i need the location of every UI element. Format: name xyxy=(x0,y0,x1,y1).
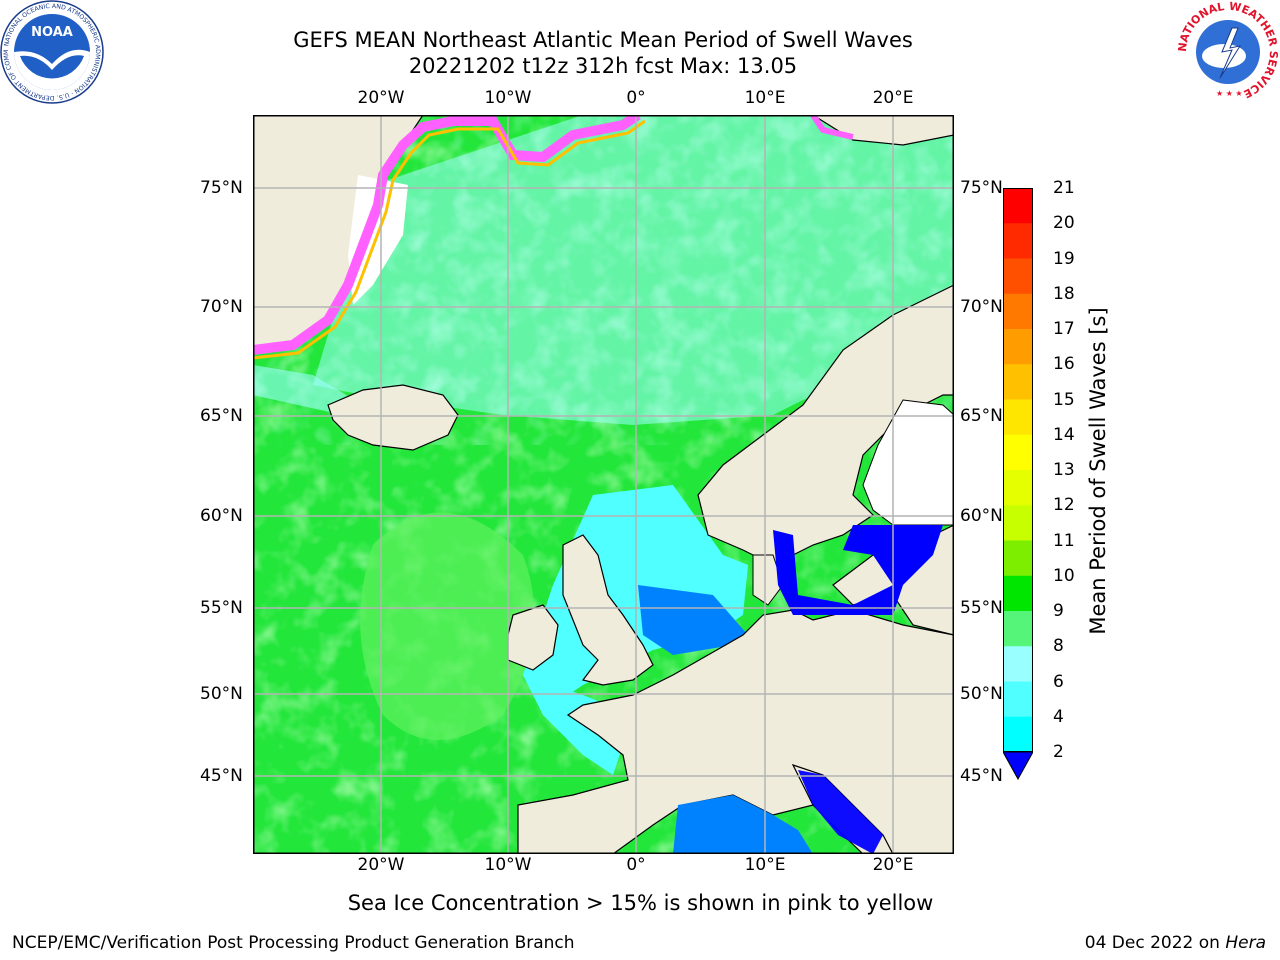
colorbar-tick-label: 20 xyxy=(1053,213,1075,234)
colorbar-tick-label: 18 xyxy=(1053,283,1075,304)
date-line: 04 Dec 2022 on Hera xyxy=(1085,933,1266,953)
lat-label-left: 60°N xyxy=(200,506,243,526)
coastal-cyan xyxy=(523,675,633,775)
lat-label-left: 75°N xyxy=(200,178,243,198)
colorbar-segment xyxy=(1003,505,1033,541)
sea-ice-edge xyxy=(810,115,854,140)
lon-label-bottom: 10°W xyxy=(484,855,532,875)
colorbar-tick-label: 14 xyxy=(1053,424,1075,445)
lat-label-right: 70°N xyxy=(960,297,1003,317)
colorbar-tick-label: 8 xyxy=(1053,636,1064,657)
colorbar-segment xyxy=(1003,188,1033,224)
adriatic-sea xyxy=(798,770,883,854)
colorbar-tick-label: 21 xyxy=(1053,178,1075,198)
lat-label-right: 75°N xyxy=(960,178,1003,198)
lon-label-bottom: 20°E xyxy=(872,855,914,875)
colorbar-tick-label: 12 xyxy=(1053,495,1075,516)
colorbar-tick-label: 4 xyxy=(1053,706,1064,727)
noaa-wordmark: NOAA xyxy=(31,25,73,40)
date-text: 04 Dec 2022 on xyxy=(1084,933,1226,953)
lat-label-right: 65°N xyxy=(960,406,1003,426)
lon-label-top: 10°W xyxy=(484,88,532,108)
colorbar-segment xyxy=(1003,434,1033,471)
swell-period-map xyxy=(253,115,954,854)
lat-label-left: 65°N xyxy=(200,406,243,426)
lat-label-left: 50°N xyxy=(200,684,243,704)
map-title: GEFS MEAN Northeast Atlantic Mean Period… xyxy=(293,28,913,52)
colorbar-segment xyxy=(1003,540,1033,577)
nws-logo: NATIONAL WEATHER SERVICE ★ ★ ★ xyxy=(1176,0,1280,102)
colorbar-segment xyxy=(1003,399,1033,436)
western-mediterranean xyxy=(673,795,813,854)
colorbar-tick-label: 2 xyxy=(1053,742,1064,762)
lat-label-left: 45°N xyxy=(200,766,243,786)
colorbar-segment xyxy=(1003,470,1033,506)
colorbar-tick-label: 13 xyxy=(1053,460,1075,480)
lat-label-left: 55°N xyxy=(200,598,243,618)
colorbar-tick-label: 10 xyxy=(1053,565,1075,586)
lon-label-bottom: 20°W xyxy=(357,855,405,875)
colorbar-segment xyxy=(1003,575,1033,612)
colorbar-tick-label: 15 xyxy=(1053,389,1075,410)
colorbar-segment xyxy=(1003,681,1033,718)
date-host: Hera xyxy=(1225,933,1266,953)
sea-ice-edge xyxy=(253,115,641,355)
shelf-blue xyxy=(638,585,748,655)
lon-label-bottom: 10°E xyxy=(744,855,786,875)
lat-label-right: 60°N xyxy=(960,506,1003,526)
lon-label-top: 0° xyxy=(626,88,646,108)
colorbar-tick-label: 9 xyxy=(1053,601,1064,621)
ocean-long-period xyxy=(360,512,535,740)
colorbar-tick-label: 11 xyxy=(1053,530,1075,551)
colorbar-segment xyxy=(1003,611,1033,647)
svg-text:★ ★ ★: ★ ★ ★ xyxy=(1216,89,1243,98)
map-border xyxy=(253,115,954,854)
colorbar-segment xyxy=(1003,258,1033,295)
lat-label-right: 55°N xyxy=(960,598,1003,618)
colorbar xyxy=(1003,188,1033,780)
map-subtitle: 20221202 t12z 312h fcst Max: 13.05 xyxy=(408,54,798,78)
credit-line: NCEP/EMC/Verification Post Processing Pr… xyxy=(12,933,575,953)
lat-label-right: 50°N xyxy=(960,684,1003,704)
lon-label-top: 20°E xyxy=(872,88,914,108)
lon-label-top: 20°W xyxy=(357,88,405,108)
colorbar-segment xyxy=(1003,293,1033,330)
colorbar-segment xyxy=(1003,223,1033,259)
colorbar-segment xyxy=(1003,364,1033,400)
lon-label-top: 10°E xyxy=(744,88,786,108)
lat-label-right: 45°N xyxy=(960,766,1003,786)
sea-ice-footnote: Sea Ice Concentration > 15% is shown in … xyxy=(347,891,934,915)
colorbar-segment xyxy=(1003,329,1033,365)
noaa-logo: NATIONAL OCEANIC AND ATMOSPHERIC ADMINIS… xyxy=(0,0,104,104)
colorbar-under-arrow xyxy=(1003,751,1033,780)
colorbar-tick-label: 17 xyxy=(1053,319,1075,339)
lon-label-bottom: 0° xyxy=(626,855,646,875)
colorbar-tick-label: 16 xyxy=(1053,354,1075,375)
baltic-sea xyxy=(773,525,943,615)
colorbar-tick-label: 19 xyxy=(1053,248,1075,269)
sea-ice-edge xyxy=(253,119,646,360)
colorbar-label: Mean Period of Swell Waves [s] xyxy=(1086,307,1110,635)
graticule xyxy=(253,115,954,854)
lat-label-left: 70°N xyxy=(200,297,243,317)
colorbar-segment xyxy=(1003,716,1033,753)
colorbar-tick-label: 6 xyxy=(1053,671,1064,692)
colorbar-segment xyxy=(1003,646,1033,682)
